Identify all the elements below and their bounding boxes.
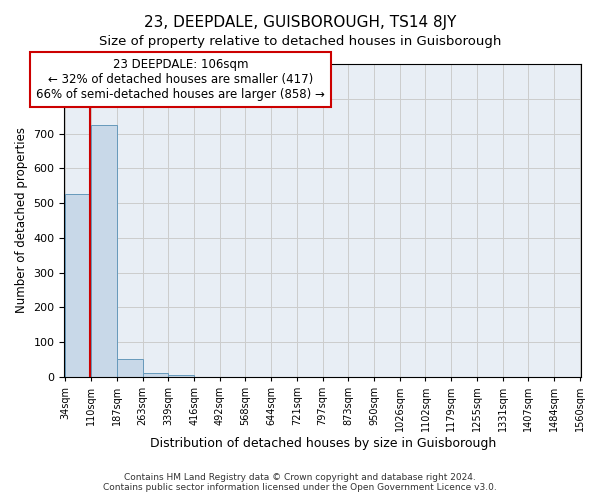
Bar	[169, 375, 194, 377]
Y-axis label: Number of detached properties: Number of detached properties	[15, 128, 28, 314]
Bar	[91, 125, 116, 377]
X-axis label: Distribution of detached houses by size in Guisborough: Distribution of detached houses by size …	[149, 437, 496, 450]
Bar	[65, 194, 91, 377]
Bar	[117, 360, 143, 377]
Text: 23, DEEPDALE, GUISBOROUGH, TS14 8JY: 23, DEEPDALE, GUISBOROUGH, TS14 8JY	[144, 15, 456, 30]
Text: Contains HM Land Registry data © Crown copyright and database right 2024.
Contai: Contains HM Land Registry data © Crown c…	[103, 473, 497, 492]
Text: Size of property relative to detached houses in Guisborough: Size of property relative to detached ho…	[99, 35, 501, 48]
Text: 23 DEEPDALE: 106sqm
← 32% of detached houses are smaller (417)
66% of semi-detac: 23 DEEPDALE: 106sqm ← 32% of detached ho…	[36, 58, 325, 101]
Bar	[143, 374, 168, 377]
